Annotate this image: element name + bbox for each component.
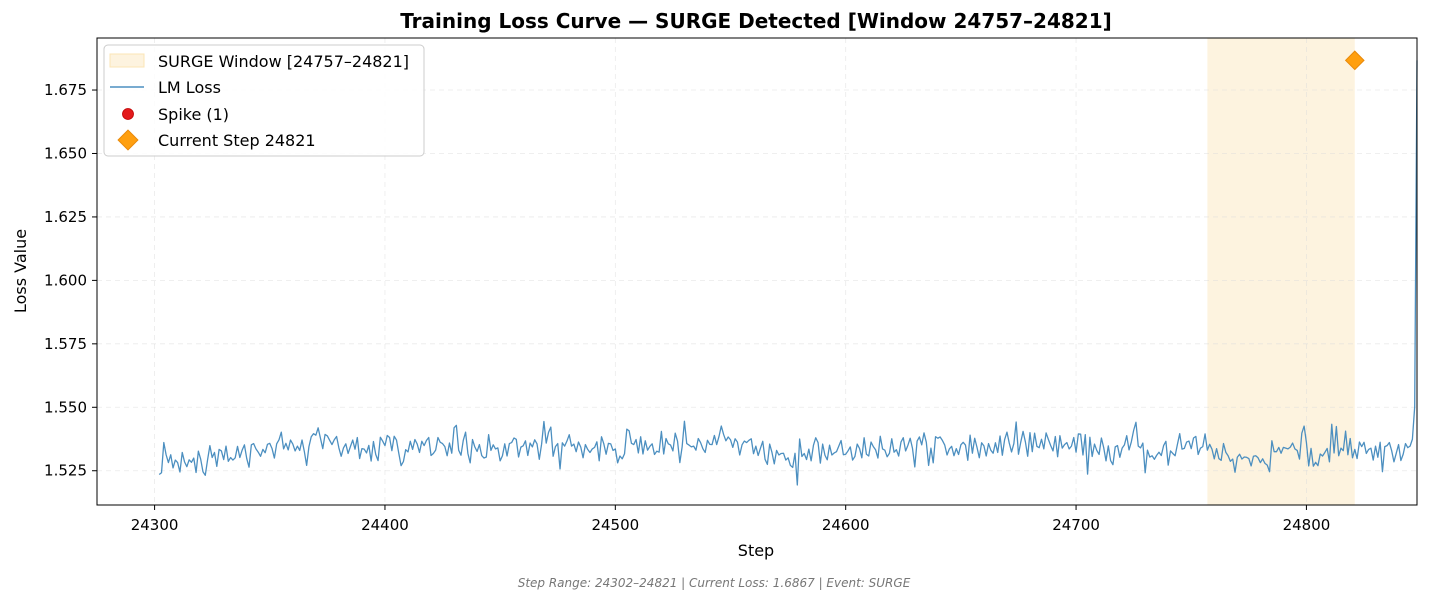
y-tick-label-2: 1.575 (44, 335, 87, 353)
legend-surge-label: SURGE Window [24757–24821] (158, 52, 409, 71)
chart-title: Training Loss Curve — SURGE Detected [Wi… (400, 9, 1112, 33)
y-tick-label-3: 1.600 (44, 271, 87, 289)
legend-current-label: Current Step 24821 (158, 131, 316, 150)
y-tick-label-5: 1.650 (44, 144, 87, 162)
legend-loss-label: LM Loss (158, 78, 221, 97)
x-tick-label-5: 24800 (1283, 516, 1331, 534)
legend-spike-marker (122, 108, 134, 120)
x-tick-label-1: 24400 (361, 516, 409, 534)
x-axis-label: Step (738, 541, 774, 560)
y-tick-label-4: 1.625 (44, 208, 87, 226)
y-tick-label-6: 1.675 (44, 81, 87, 99)
series-line-0 (158, 60, 1418, 486)
legend-current-marker (117, 129, 139, 151)
legend-surge-swatch (109, 53, 145, 68)
x-tick-label-2: 24500 (591, 516, 639, 534)
footer-info: Step Range: 24302–24821 | Current Loss: … (518, 576, 911, 590)
x-tick-label-4: 24700 (1052, 516, 1100, 534)
legend: SURGE Window [24757–24821] LM Loss Spike… (103, 44, 425, 157)
surge-window-band (1207, 38, 1355, 505)
y-tick-label-0: 1.525 (44, 462, 87, 480)
legend-box (103, 44, 425, 157)
legend-spike-label: Spike (1) (158, 105, 229, 124)
x-tick-label-3: 24600 (822, 516, 870, 534)
y-tick-label-1: 1.550 (44, 398, 87, 416)
x-tick-label-0: 24300 (131, 516, 179, 534)
current-step-marker (1344, 50, 1365, 71)
axes-frame (96, 37, 1418, 506)
y-axis-label: Loss Value (11, 229, 30, 313)
